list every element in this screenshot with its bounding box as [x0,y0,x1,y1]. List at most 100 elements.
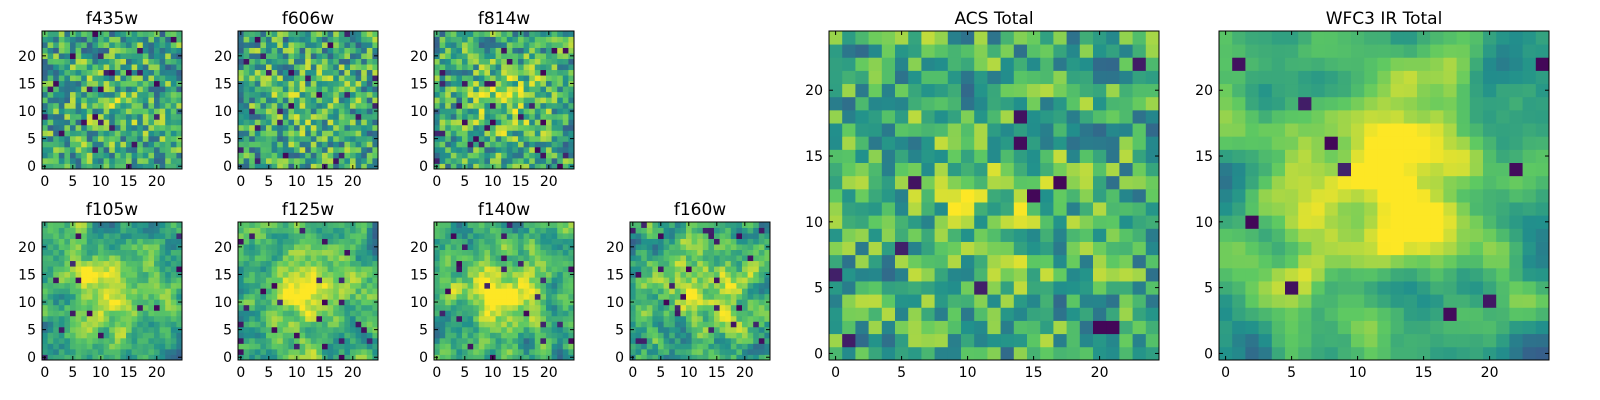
heatmap-cell [450,315,457,322]
heatmap-cell [148,244,155,250]
heatmap-cell [338,102,345,109]
heatmap-cell [730,348,737,355]
heatmap-cell [42,130,48,137]
heatmap-cell [70,332,76,339]
heatmap-cell [47,91,54,98]
heatmap-cell [361,326,368,333]
heatmap-cell [137,227,144,234]
heatmap-cell [137,130,144,137]
heatmap-cell [176,282,183,289]
heatmap-cell [243,64,250,71]
heatmap-cell [445,42,452,48]
heatmap-cell [305,113,312,120]
heatmap-cell [64,315,71,322]
heatmap-cell [344,260,351,267]
heatmap-cell [338,152,345,159]
heatmap-cell [1013,333,1028,348]
heatmap-cell [1027,228,1041,242]
heatmap-cell [473,310,480,317]
heatmap-cell [137,91,144,98]
heatmap-cell [98,53,104,59]
heatmap-cell [1053,307,1067,321]
heatmap-cell [260,354,267,361]
heatmap-cell [456,343,463,350]
x-tick-label: 10 [680,365,698,381]
heatmap-cell [512,288,519,295]
heatmap-cell [669,282,676,289]
heatmap-cell [355,36,362,43]
heatmap-cell [462,343,468,350]
heatmap-cell [322,64,328,71]
heatmap-cell [53,157,60,164]
heatmap-cell [344,86,351,93]
heatmap-cell [75,86,82,93]
heatmap-cell [478,260,485,267]
heatmap-cell [333,238,340,245]
heatmap-cell [170,163,177,170]
heatmap-cell [75,354,82,361]
heatmap-cell [725,255,732,262]
heatmap-cell [646,326,653,333]
heatmap-cell [288,227,295,234]
heatmap-cell [350,64,356,71]
heatmap-cell [305,97,312,104]
heatmap-cell [316,282,323,289]
heatmap-cell [758,332,765,339]
heatmap-cell [546,249,552,256]
heatmap-cell [260,233,267,239]
heatmap-cell [562,47,569,54]
heatmap-cell [758,233,765,239]
heatmap-cell [529,277,536,284]
heatmap-cell [1040,320,1054,335]
heatmap-cell [109,53,116,59]
heatmap-cell [974,320,988,335]
heatmap-cell [254,69,261,76]
heatmap-cell [719,249,726,256]
heatmap-cell [165,91,172,98]
heatmap-cell [987,294,1001,308]
heatmap-cell [170,348,177,355]
heatmap-cell [467,113,474,120]
heatmap-cell [702,304,709,311]
heatmap-cell [652,271,659,278]
heatmap-cell [170,135,177,142]
heatmap-cell [81,58,88,65]
heatmap-cell [310,157,317,164]
heatmap-cell [736,354,743,361]
heatmap-cell [1013,267,1028,282]
heatmap-cell [758,348,765,355]
heatmap-cell [747,310,754,317]
heatmap-cell [534,152,541,159]
heatmap-cell [126,157,132,164]
heatmap-cell [445,141,452,148]
heatmap-cell [238,277,244,284]
heatmap-cell [344,348,351,355]
heatmap-cell [271,135,278,142]
heatmap-cell [450,222,457,228]
heatmap-cell [855,267,869,282]
heatmap-cell [58,310,65,317]
heatmap-cell [154,266,160,273]
heatmap-cell [154,238,160,245]
heatmap-cell [299,354,306,361]
heatmap-cell [254,64,261,71]
heatmap-cell [75,288,82,295]
heatmap-cell [467,293,474,300]
heatmap-cell [294,337,300,344]
heatmap-cell [109,135,116,142]
heatmap-cell [316,244,323,250]
heatmap-cell [131,354,138,361]
heatmap-cell [450,304,457,311]
heatmap-cell [98,102,104,109]
heatmap-cell [344,315,351,322]
heatmap-cell [680,227,687,234]
heatmap-cell [501,135,508,142]
heatmap-cell [478,233,485,239]
heatmap-cell [439,80,446,87]
heatmap-cell [1079,307,1094,321]
heatmap-cell [490,255,496,262]
heatmap-cell [120,91,127,98]
heatmap-cell [92,227,99,234]
heatmap-cell [271,266,278,273]
heatmap-cell [344,343,351,350]
